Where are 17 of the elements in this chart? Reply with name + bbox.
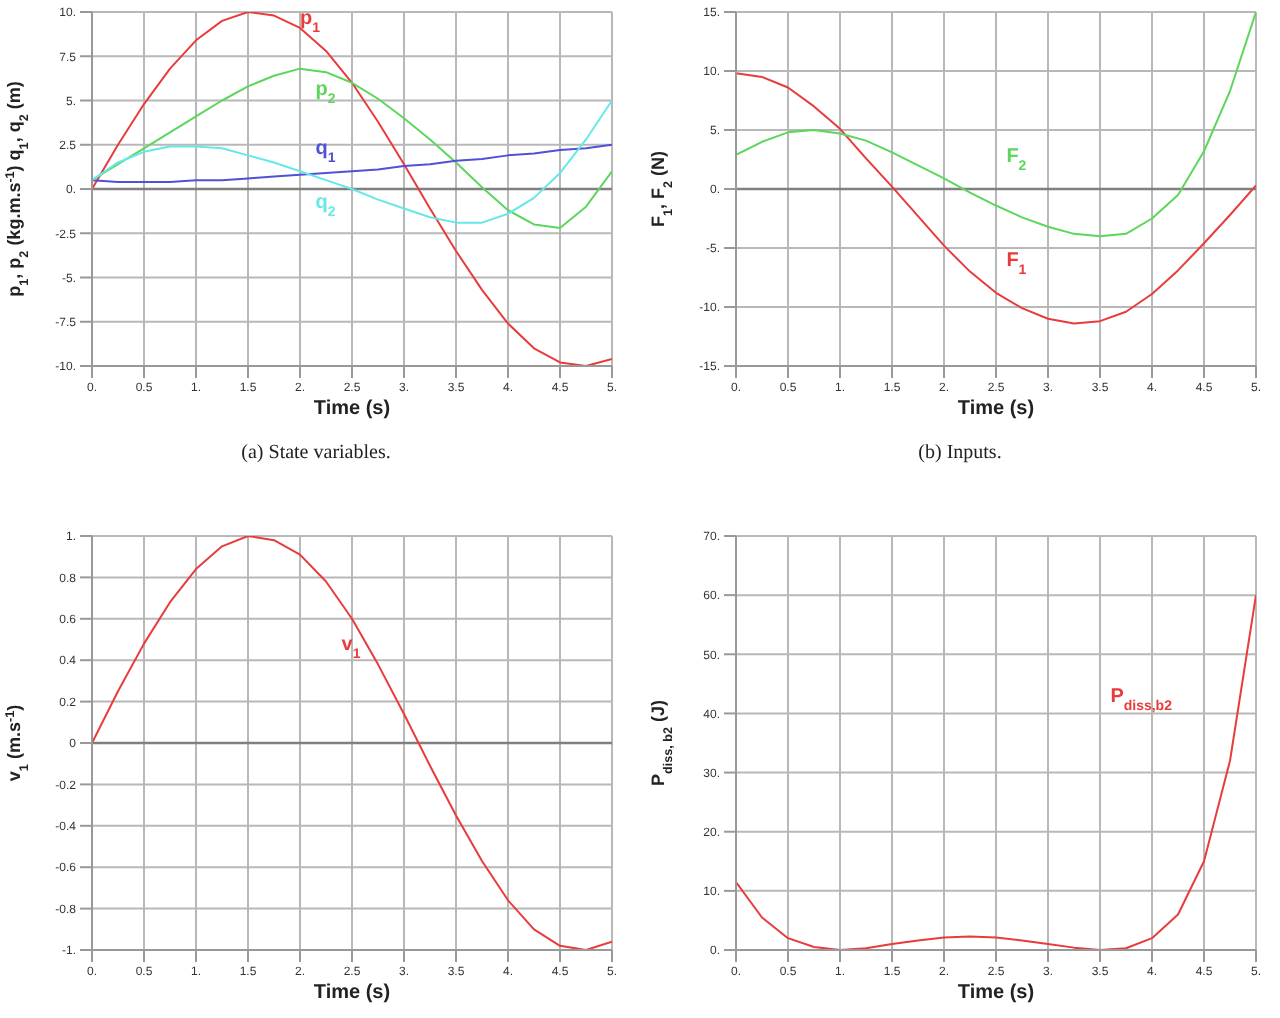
series-label: q$_{2}$ xyxy=(315,192,336,220)
text: (b) Inputs. xyxy=(916,442,1004,464)
series-label: F$_{2}$ xyxy=(1006,145,1027,173)
x-axis-title: Time (s) xyxy=(313,398,391,420)
line-series xyxy=(92,67,612,229)
text: (a) State variables. xyxy=(239,442,393,464)
series-label: q$_{1}$ xyxy=(315,137,336,165)
series-label: v$_{1}$ xyxy=(341,633,361,661)
x-axis-title: Time (s) xyxy=(957,982,1035,1004)
series-label: F$_{1}$ xyxy=(1006,249,1027,277)
x-axis-title: Time (s) xyxy=(957,398,1035,420)
line-series xyxy=(92,143,612,183)
line-series xyxy=(92,99,612,224)
series-label: p$_{2}$ xyxy=(315,79,336,107)
series-label: p$_{1}$ xyxy=(300,8,321,36)
x-axis-title: Time (s) xyxy=(313,982,391,1004)
text: P$_{diss,b2}$ xyxy=(1110,685,1173,713)
